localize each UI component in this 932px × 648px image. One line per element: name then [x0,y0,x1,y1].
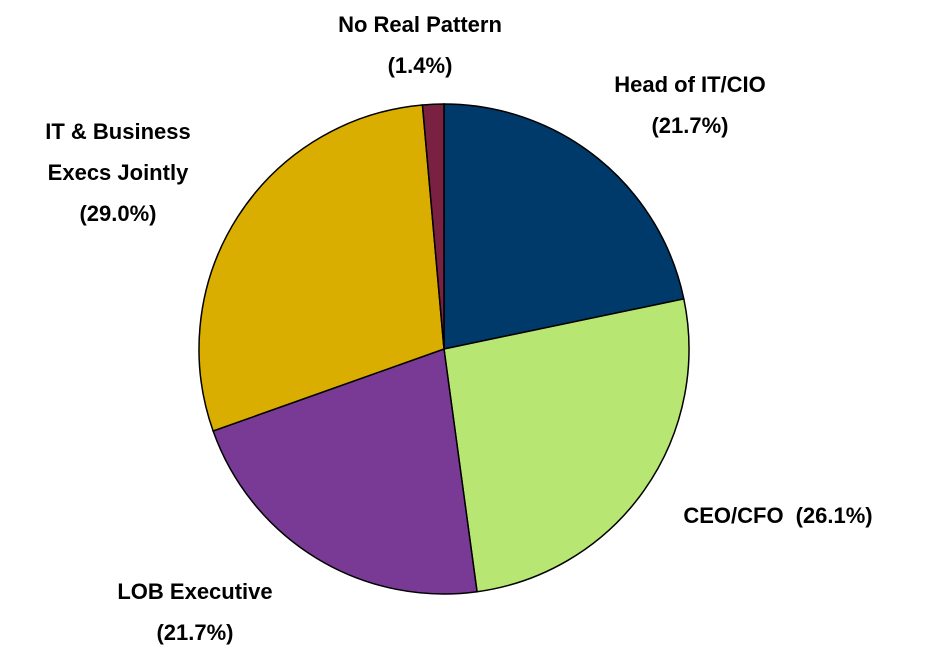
category-label: No Real Pattern [338,12,502,37]
slice-label: No Real Pattern (1.4%) [290,4,550,86]
value-label: (1.4%) [387,53,453,78]
slice-label: LOB Executive (21.7%) [65,571,325,648]
value-label: (26.1%) [795,503,873,528]
category-label: Head of IT/CIO [614,72,766,97]
slice-label: CEO/CFO (26.1%) [608,495,932,536]
pie-slice [198,104,445,432]
pie-slice [443,103,685,350]
pie-slice [421,103,445,350]
slice-label: Head of IT/CIO (21.7%) [560,64,820,146]
pie-slice [443,298,690,593]
pie-slice [212,347,478,595]
value-label: (29.0%) [79,201,157,226]
category-label: CEO/CFO [683,503,784,528]
category-label: LOB Executive [117,579,273,604]
value-label: (21.7%) [651,113,729,138]
value-label: (21.7%) [156,620,234,645]
category-label: IT & Business Execs Jointly [45,119,191,185]
slice-label: IT & Business Execs Jointly (29.0%) [18,111,218,234]
